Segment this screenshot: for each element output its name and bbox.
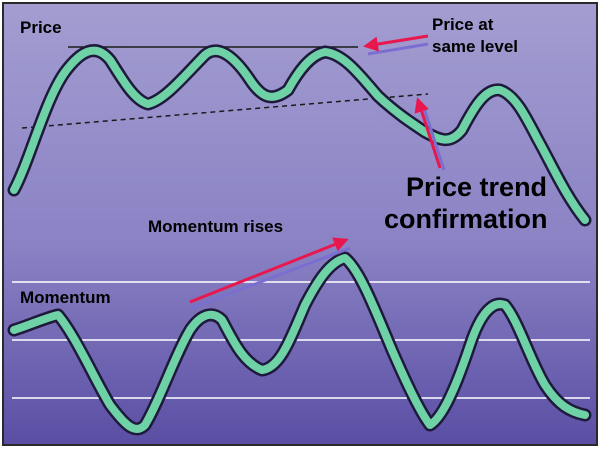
arrow-shadow [367, 42, 429, 56]
price-same-level-arrow [363, 34, 429, 56]
momentum-label: Momentum [20, 288, 111, 307]
arrow-shadow [191, 246, 351, 310]
price-trend-dashed-line [21, 93, 429, 129]
price-trend-label-line1: Price trend [406, 172, 547, 202]
momentum-rises-label: Momentum rises [148, 217, 283, 236]
arrow-shadow [422, 107, 446, 171]
price-trend-label-line2: confirmation [384, 204, 548, 234]
arrow-red [363, 34, 429, 52]
momentum-rises-arrow [189, 237, 351, 310]
arrow-red [189, 237, 349, 304]
arrow-red [414, 97, 442, 169]
price-same-level-label-line1: Price at [432, 15, 494, 34]
price-trend-arrow [414, 97, 446, 171]
price-label: Price [20, 18, 62, 37]
price-curve [7, 44, 592, 227]
price-same-level-label-line2: same level [432, 37, 518, 56]
momentum-curve [7, 251, 592, 436]
